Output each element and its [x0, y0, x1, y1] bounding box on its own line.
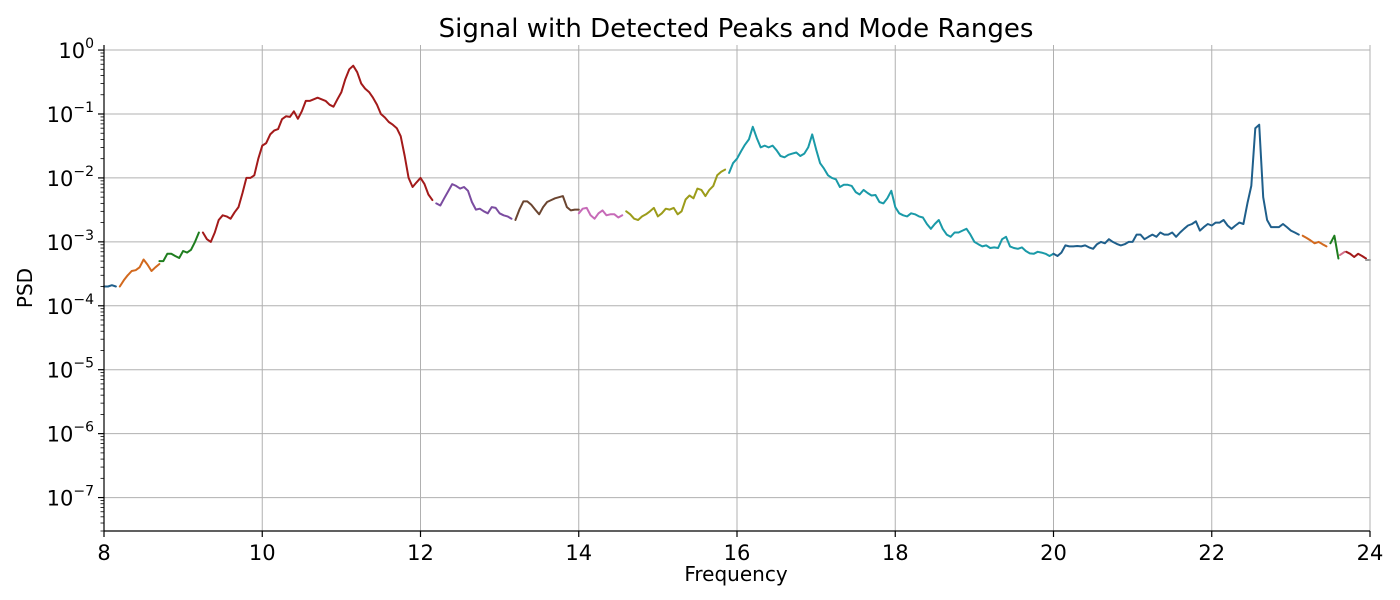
x-tick-label: 14 — [565, 541, 592, 565]
series-line-10 — [1052, 123, 1300, 257]
x-tick-label: 10 — [249, 541, 276, 565]
y-tick-label: 10−7 — [47, 484, 94, 511]
x-axis-label: Frequency — [684, 562, 787, 586]
x-tick-label: 12 — [407, 541, 434, 565]
x-tick-label: 22 — [1198, 541, 1225, 565]
y-tick-label: 10−5 — [47, 356, 94, 383]
x-tick-label: 16 — [724, 541, 751, 565]
grid-lines — [103, 45, 1371, 531]
series-line-8 — [625, 168, 727, 221]
y-axis-ticks: 10−7 10−6 10−5 10−4 10−3 10−2 10−1 100 — [47, 36, 104, 532]
y-axis-label: PSD — [13, 268, 37, 308]
series-line-4 — [201, 64, 434, 243]
x-tick-label: 20 — [1040, 541, 1067, 565]
x-axis-ticks: 8 10 12 14 16 18 20 22 24 — [97, 531, 1383, 565]
y-tick-label: 10−1 — [47, 100, 94, 127]
series-line-3 — [158, 231, 200, 263]
x-tick-label: 8 — [97, 541, 110, 565]
series-line-11 — [1301, 234, 1328, 248]
series-line-9 — [728, 125, 1055, 257]
series-line-7 — [577, 206, 624, 220]
x-tick-label: 24 — [1357, 541, 1384, 565]
series-line-12 — [1329, 234, 1340, 260]
series-line-1 — [103, 284, 117, 288]
series-line-14 — [1345, 250, 1367, 260]
y-tick-label: 10−6 — [47, 420, 94, 447]
series-line-13 — [1338, 250, 1346, 257]
y-tick-label: 100 — [58, 36, 94, 63]
y-tick-label: 10−4 — [47, 292, 94, 319]
series-line-6 — [514, 195, 580, 221]
x-tick-label: 18 — [882, 541, 909, 565]
series-line-2 — [118, 258, 161, 288]
series-line-5 — [435, 183, 513, 220]
y-tick-label: 10−3 — [47, 228, 94, 255]
chart-title: Signal with Detected Peaks and Mode Rang… — [439, 14, 1034, 44]
y-tick-label: 10−2 — [47, 164, 94, 191]
series-layer — [103, 64, 1371, 288]
